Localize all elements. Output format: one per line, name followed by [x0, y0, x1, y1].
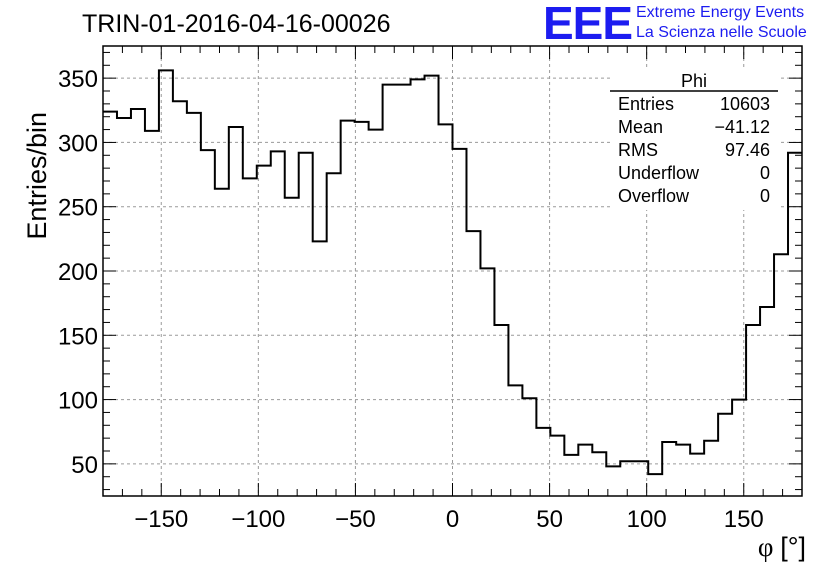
stats-value: 0 [760, 186, 770, 206]
y-tick-label: 150 [58, 323, 98, 350]
y-tick-label: 300 [58, 130, 98, 157]
stats-value: 0 [760, 163, 770, 183]
stats-label: Overflow [618, 186, 690, 206]
x-axis-symbol: φ [757, 532, 774, 562]
x-tick-label: −150 [134, 506, 188, 533]
eee-logo: EEE [543, 0, 633, 49]
logo-line-1: Extreme Energy Events [636, 4, 805, 21]
logo-text: Extreme Energy Events La Scienza nelle S… [636, 3, 807, 43]
stats-value: −41.12 [714, 117, 770, 137]
stats-label: RMS [618, 140, 658, 160]
x-tick-label: 0 [446, 506, 459, 533]
x-tick-label: 150 [724, 506, 764, 533]
y-tick-label: 50 [71, 452, 98, 479]
histogram-line [103, 69, 802, 476]
logo-line-2: La Scienza nelle Scuole [636, 24, 807, 41]
stats-label: Entries [618, 94, 674, 114]
stats-box-title: Phi [681, 71, 707, 91]
stats-label: Underflow [618, 163, 700, 183]
x-tick-label: 100 [627, 506, 667, 533]
stats-label: Mean [618, 117, 663, 137]
run-title: TRIN-01-2016-04-16-00026 [82, 10, 391, 38]
y-tick-label: 250 [58, 195, 98, 222]
stats-box-bg [610, 70, 778, 210]
x-tick-label: 50 [536, 506, 563, 533]
stats-value: 97.46 [725, 140, 770, 160]
y-tick-label: 350 [58, 66, 98, 93]
x-tick-label: −100 [231, 506, 285, 533]
stats-value: 10603 [720, 94, 770, 114]
x-tick-label: −50 [335, 506, 376, 533]
y-tick-label: 100 [58, 388, 98, 415]
x-axis-unit: [°] [780, 532, 806, 562]
x-axis-label: φ [°] [758, 532, 806, 563]
y-tick-label: 200 [58, 259, 98, 286]
y-axis-label: Entries/bin [22, 112, 52, 240]
